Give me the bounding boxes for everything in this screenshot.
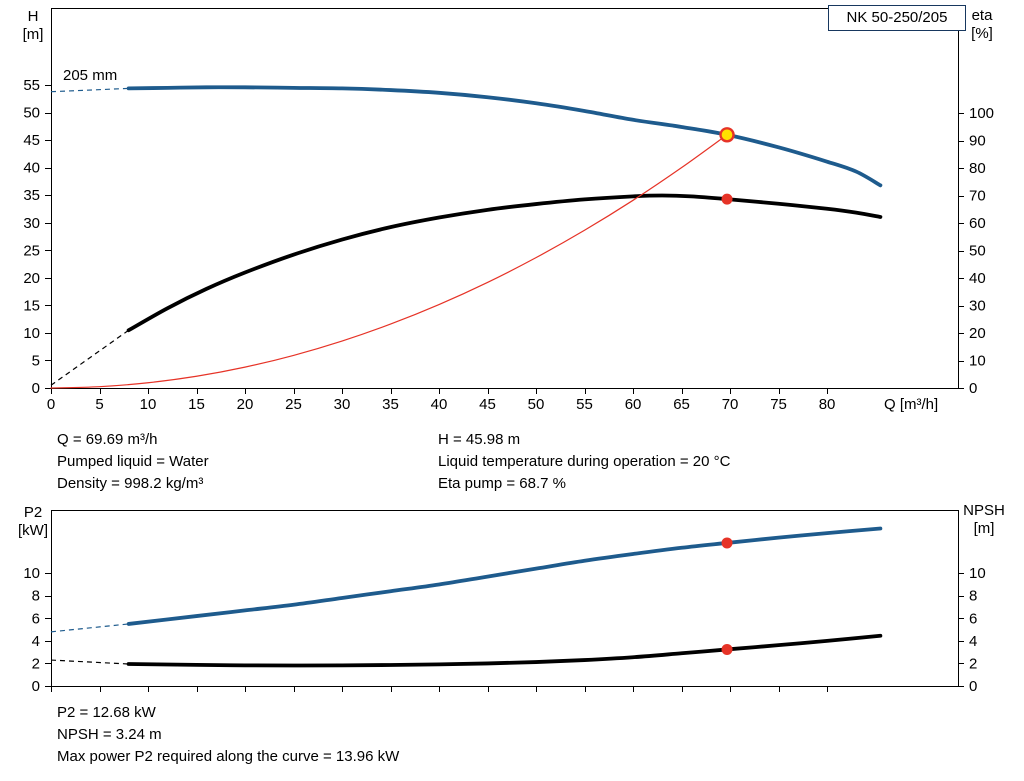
npsh-duty-marker xyxy=(721,643,733,655)
head-text: H = 45.98 m xyxy=(438,431,521,448)
y-tick-right-label: 2 xyxy=(969,655,977,672)
x-tick-label: 75 xyxy=(770,396,787,413)
p2-duty-marker xyxy=(721,537,733,549)
y-tick-right-label: 50 xyxy=(969,243,986,260)
left-axis-unit-label: [kW] xyxy=(18,522,48,539)
eta-pump-text: Eta pump = 68.7 % xyxy=(438,475,566,492)
right-axis-unit-label: [%] xyxy=(971,25,993,42)
y-tick-right-label: 90 xyxy=(969,133,986,150)
plot-frame xyxy=(51,510,959,687)
x-tick-label: 25 xyxy=(285,396,302,413)
y-tick-right-label: 8 xyxy=(969,588,977,605)
p2-curve-lead xyxy=(50,623,129,633)
flow-text: Q = 69.69 m³/h xyxy=(57,431,158,448)
y-tick-left-label: 40 xyxy=(23,160,40,177)
left-axis-unit-label: P2 xyxy=(24,504,42,521)
x-tick-label: 5 xyxy=(95,396,103,413)
y-tick-left-label: 15 xyxy=(23,297,40,314)
x-tick-label: 70 xyxy=(722,396,739,413)
y-tick-left-label: 50 xyxy=(23,105,40,122)
right-axis-unit-label: eta xyxy=(972,7,994,24)
left-axis-unit-label: H xyxy=(28,8,39,25)
x-tick-label: 15 xyxy=(188,396,205,413)
left-axis-unit-label: [m] xyxy=(23,26,44,43)
y-tick-right-label: 30 xyxy=(969,298,986,315)
y-tick-right-label: 4 xyxy=(969,633,977,650)
npsh-text: NPSH = 3.24 m xyxy=(57,726,162,743)
x-tick-label: 30 xyxy=(334,396,351,413)
density-text: Density = 998.2 kg/m³ xyxy=(57,475,204,492)
eta-duty-marker xyxy=(721,193,733,205)
max-power-text: Max power P2 required along the curve = … xyxy=(57,748,400,765)
y-tick-right-label: 10 xyxy=(969,565,986,582)
y-tick-left-label: 5 xyxy=(32,352,40,369)
y-tick-left-label: 10 xyxy=(23,565,40,582)
y-tick-right-label: 40 xyxy=(969,270,986,287)
x-tick-label: 65 xyxy=(673,396,690,413)
y-tick-left-label: 45 xyxy=(23,132,40,149)
y-tick-right-label: 100 xyxy=(969,105,994,122)
y-tick-left-label: 4 xyxy=(32,633,40,650)
impeller-diameter-label: 205 mm xyxy=(63,67,117,84)
y-tick-left-label: 0 xyxy=(32,678,40,695)
y-tick-left-label: 6 xyxy=(32,610,40,627)
p2-npsh-chart: 0 2 4 6 8 10 0 2 4 6 8 10 P2[kW] NPSH[m] xyxy=(18,502,1005,695)
head-curve xyxy=(126,85,883,188)
x-tick-label: 40 xyxy=(431,396,448,413)
x-tick-label: 35 xyxy=(382,396,399,413)
pumped-liquid-text: Pumped liquid = Water xyxy=(57,453,209,470)
x-tick-label: 60 xyxy=(625,396,642,413)
head-curve-lead xyxy=(50,87,129,93)
y-tick-left-label: 0 xyxy=(32,380,40,397)
y-tick-left-label: 55 xyxy=(23,77,40,94)
y-tick-right-label: 0 xyxy=(969,678,977,695)
y-tick-left-label: 25 xyxy=(23,242,40,259)
duty-info-left: Q = 69.69 m³/h Pumped liquid = Water Den… xyxy=(57,429,209,495)
right-axis-unit-label: NPSH xyxy=(963,502,1005,519)
eta-curve-lead xyxy=(50,329,129,386)
y-tick-left-label: 2 xyxy=(32,655,40,672)
x-tick-label: 55 xyxy=(576,396,593,413)
y-tick-left-label: 35 xyxy=(23,187,40,204)
x-tick-label: 20 xyxy=(237,396,254,413)
y-tick-left-label: 20 xyxy=(23,270,40,287)
x-tick-label: 50 xyxy=(528,396,545,413)
right-axis-unit-label: [m] xyxy=(974,520,995,537)
plot-frame xyxy=(51,8,959,389)
x-tick-label: 80 xyxy=(819,396,836,413)
duty-point-marker xyxy=(719,127,735,143)
y-tick-right-label: 80 xyxy=(969,160,986,177)
system-curve xyxy=(50,134,728,389)
pump-type-badge: NK 50-250/205 xyxy=(828,5,966,31)
y-tick-right-label: 70 xyxy=(969,188,986,205)
y-tick-right-label: 60 xyxy=(969,215,986,232)
y-tick-left-label: 30 xyxy=(23,215,40,232)
p2-text: P2 = 12.68 kW xyxy=(57,704,156,721)
result-info: P2 = 12.68 kW NPSH = 3.24 m Max power P2… xyxy=(57,702,399,768)
x-tick-label: 45 xyxy=(479,396,496,413)
y-tick-left-label: 8 xyxy=(32,588,40,605)
y-tick-right-label: 20 xyxy=(969,325,986,342)
y-tick-right-label: 6 xyxy=(969,610,977,627)
x-tick-label: 0 xyxy=(47,396,55,413)
y-tick-right-label: 0 xyxy=(969,380,977,397)
y-tick-left-label: 10 xyxy=(23,325,40,342)
duty-info-right: H = 45.98 m Liquid temperature during op… xyxy=(438,429,730,495)
y-tick-right-label: 10 xyxy=(969,353,986,370)
eta-curve xyxy=(126,193,883,333)
qh-eta-chart: 0 5 10 15 20 25 30 35 40 45 50 55 60 65 70 75 80 0 5 10 15 20… xyxy=(23,7,994,413)
p2-curve xyxy=(126,526,883,626)
x-axis-label: Q [m³/h] xyxy=(884,396,938,413)
npsh-curve-lead xyxy=(50,659,129,665)
npsh-curve xyxy=(126,633,883,668)
x-tick-label: 10 xyxy=(140,396,157,413)
temperature-text: Liquid temperature during operation = 20… xyxy=(438,453,731,470)
